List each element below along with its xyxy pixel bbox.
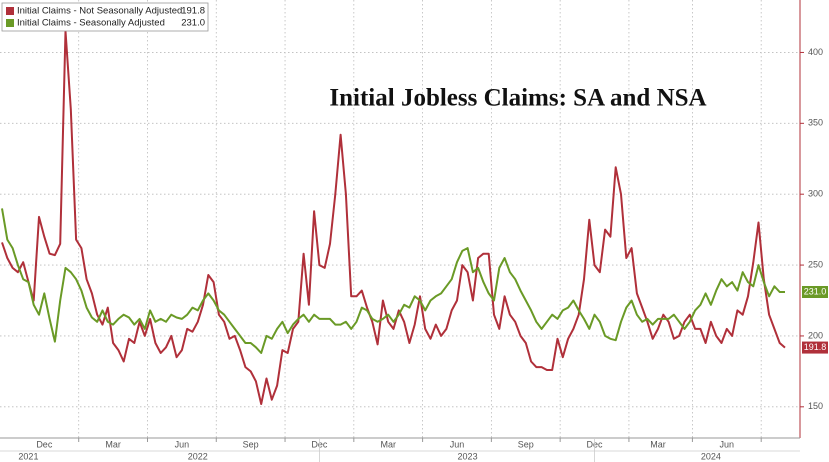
- legend-label: Initial Claims - Seasonally Adjusted: [17, 18, 165, 29]
- grid: [0, 0, 800, 438]
- year-label: 2024: [701, 451, 721, 461]
- legend-swatch: [6, 19, 14, 27]
- y-tick-label: 300: [808, 189, 823, 199]
- year-label: 2023: [458, 451, 478, 461]
- legend-value: 231.0: [181, 18, 205, 29]
- last-value-label: 191.8: [804, 342, 827, 352]
- x-tick-label: Jun: [450, 439, 465, 449]
- y-tick-label: 250: [808, 259, 823, 269]
- last-value-badge: [802, 341, 828, 354]
- legend-box: [1, 2, 209, 32]
- legend-label: Initial Claims - Not Seasonally Adjusted: [17, 6, 182, 17]
- x-tick-label: Jun: [720, 439, 735, 449]
- x-tick-label: Mar: [380, 439, 396, 449]
- chart-title: Initial Jobless Claims: SA and NSA: [329, 85, 706, 112]
- year-label: 2021: [18, 451, 38, 461]
- y-tick-label: 150: [808, 401, 823, 411]
- year-label: 2022: [188, 451, 208, 461]
- legend-swatch: [6, 7, 14, 15]
- x-tick-label: Mar: [105, 439, 121, 449]
- y-tick-label: 200: [808, 330, 823, 340]
- y-tick-label: 350: [808, 118, 823, 128]
- x-tick-label: Dec: [36, 439, 53, 449]
- x-tick-label: Mar: [650, 439, 666, 449]
- series-line: [1, 30, 786, 405]
- series-line: [1, 208, 785, 354]
- last-value-badge: [802, 286, 828, 298]
- legend-value: 191.8: [181, 6, 205, 17]
- x-tick-label: Sep: [243, 439, 259, 449]
- x-tick-label: Jun: [175, 439, 190, 449]
- x-tick-label: Sep: [518, 439, 534, 449]
- legend: Initial Claims - Not Seasonally Adjusted…: [1, 2, 209, 32]
- y-tick-label: 400: [808, 47, 823, 57]
- last-value-label: 231.0: [804, 286, 827, 296]
- plot: [1, 30, 786, 405]
